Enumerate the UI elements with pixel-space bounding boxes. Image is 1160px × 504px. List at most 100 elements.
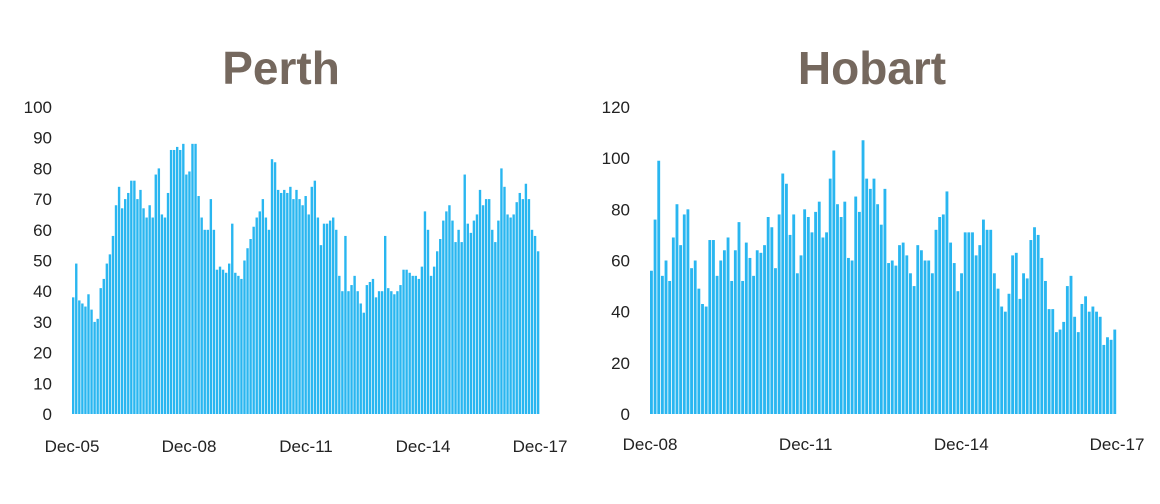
perth-bar bbox=[384, 235, 387, 414]
hobart-bar bbox=[898, 245, 901, 414]
hobart-bar bbox=[1106, 337, 1109, 414]
perth-bar bbox=[481, 205, 485, 414]
hobart-bar bbox=[1073, 316, 1077, 414]
perth-bar bbox=[506, 214, 509, 414]
hobart-bar bbox=[1080, 303, 1084, 414]
hobart-bar bbox=[956, 291, 960, 414]
hobart-bar bbox=[857, 211, 861, 414]
perth-y-axis: 0 10 20 30 40 50 60 70 80 90 100 bbox=[24, 98, 52, 424]
perth-bar bbox=[322, 223, 326, 414]
perth-bar bbox=[270, 159, 274, 414]
hobart-y-tick-label: 0 bbox=[621, 405, 630, 424]
perth-y-tick-label: 10 bbox=[33, 374, 52, 393]
hobart-bar bbox=[671, 237, 675, 414]
perth-bar bbox=[283, 189, 286, 414]
hobart-bar bbox=[890, 260, 894, 414]
perth-bar bbox=[466, 223, 469, 414]
perth-y-tick-label: 20 bbox=[33, 344, 52, 363]
perth-bar bbox=[231, 223, 234, 414]
perth-x-tick-label: Dec-14 bbox=[396, 437, 451, 456]
hobart-bar bbox=[883, 188, 887, 414]
perth-bar bbox=[500, 168, 503, 414]
perth-bar bbox=[469, 232, 473, 414]
hobart-y-tick-label: 100 bbox=[602, 149, 630, 168]
perth-bar bbox=[215, 269, 219, 414]
hobart-bar bbox=[825, 232, 828, 414]
perth-bar bbox=[316, 217, 320, 414]
perth-bar bbox=[72, 297, 75, 414]
perth-bar bbox=[494, 242, 497, 414]
perth-bar bbox=[439, 239, 442, 414]
perth-bar bbox=[160, 214, 164, 414]
perth-bar bbox=[197, 196, 200, 414]
perth-bar bbox=[148, 205, 151, 414]
perth-bar bbox=[258, 211, 261, 414]
perth-bar bbox=[304, 196, 307, 414]
perth-bar bbox=[426, 229, 430, 414]
perth-bar bbox=[185, 174, 188, 414]
perth-bar bbox=[436, 251, 439, 414]
perth-bar bbox=[380, 291, 384, 414]
perth-bar bbox=[224, 272, 228, 414]
hobart-bar bbox=[1054, 332, 1058, 414]
perth-bar bbox=[136, 199, 139, 414]
perth-x-tick-label: Dec-17 bbox=[513, 437, 568, 456]
hobart-y-tick-label: 80 bbox=[611, 200, 630, 219]
perth-bar bbox=[249, 239, 252, 414]
hobart-bar bbox=[974, 255, 978, 414]
perth-bar bbox=[423, 211, 427, 414]
perth-bar bbox=[169, 149, 173, 415]
hobart-bar bbox=[854, 196, 858, 414]
perth-bar bbox=[310, 186, 313, 414]
hobart-x-tick-label: Dec-11 bbox=[779, 435, 833, 454]
hobart-title: Hobart bbox=[798, 42, 946, 94]
perth-bar bbox=[371, 278, 375, 414]
perth-bar bbox=[319, 245, 323, 414]
hobart-bar bbox=[879, 224, 883, 414]
hobart-bar bbox=[1062, 321, 1066, 414]
hobart-bar bbox=[919, 250, 923, 414]
perth-bar bbox=[521, 199, 525, 414]
perth-bar bbox=[301, 205, 304, 414]
hobart-bar bbox=[836, 204, 839, 414]
perth-bar bbox=[448, 205, 451, 414]
perth-bar bbox=[374, 297, 378, 414]
perth-bar bbox=[212, 229, 216, 414]
hobart-bar bbox=[1007, 293, 1011, 414]
hobart-bar bbox=[1018, 298, 1022, 415]
perth-bar bbox=[298, 199, 301, 414]
perth-bar bbox=[172, 149, 176, 415]
perth-bar bbox=[387, 288, 390, 414]
hobart-bar bbox=[657, 160, 661, 414]
perth-bar bbox=[454, 242, 457, 414]
perth-bar bbox=[273, 162, 277, 414]
hobart-bar bbox=[949, 242, 953, 414]
hobart-bar bbox=[1076, 332, 1080, 414]
hobart-bar bbox=[1109, 339, 1113, 414]
perth-bar bbox=[325, 223, 329, 414]
perth-bar bbox=[221, 269, 225, 414]
hobart-bar bbox=[905, 255, 909, 414]
hobart-bar bbox=[989, 229, 993, 414]
perth-bar bbox=[228, 263, 231, 414]
hobart-bar bbox=[650, 270, 653, 414]
perth-bar bbox=[365, 285, 369, 414]
perth-bar bbox=[356, 291, 359, 414]
perth-bar bbox=[108, 254, 112, 414]
hobart-bar bbox=[817, 201, 821, 414]
perth-bar bbox=[188, 171, 191, 414]
hobart-bar bbox=[861, 140, 865, 414]
hobart-y-tick-label: 40 bbox=[611, 303, 630, 322]
perth-bar bbox=[417, 278, 421, 414]
hobart-bar bbox=[1029, 240, 1033, 414]
hobart-bar bbox=[1014, 252, 1018, 414]
hobart-bar bbox=[1011, 255, 1015, 414]
hobart-bar bbox=[894, 265, 898, 414]
hobart-bar bbox=[704, 306, 708, 414]
perth-y-tick-label: 70 bbox=[33, 190, 52, 209]
perth-bar bbox=[497, 220, 500, 414]
hobart-bar bbox=[741, 280, 745, 414]
hobart-bar bbox=[653, 219, 657, 414]
perth-bar bbox=[240, 278, 243, 414]
